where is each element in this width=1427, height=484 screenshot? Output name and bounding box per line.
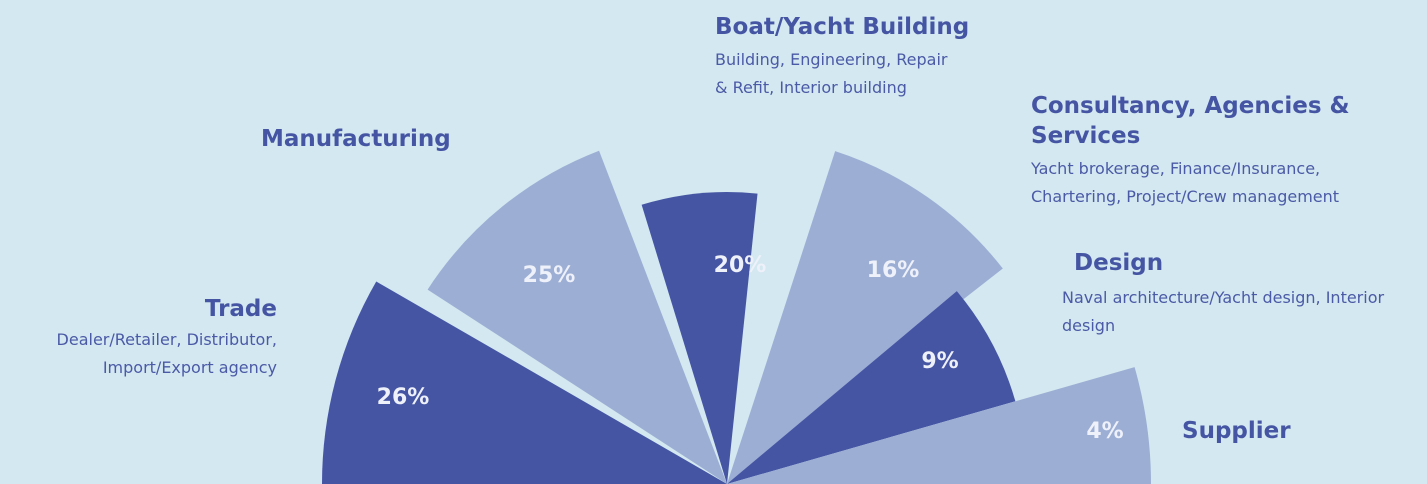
category-label-block: Trade Dealer/Retailer, Distributor, Impor…	[0, 294, 277, 382]
category-name: Trade	[204, 296, 277, 322]
category-label-block: Boat/Yacht Building Building, Engineering…	[715, 12, 985, 102]
category-name: Design	[1074, 250, 1164, 276]
sector	[322, 281, 727, 484]
sector	[727, 291, 1016, 484]
value-label: 25%	[523, 263, 576, 288]
category-description: Building, Engineering, Repair & Refit, I…	[715, 50, 948, 97]
value-label: 4%	[1086, 419, 1123, 444]
category-label-block: Manufacturing	[261, 124, 521, 154]
category-name: Manufacturing	[261, 126, 451, 152]
value-label: 16%	[867, 258, 920, 283]
category-name: Consultancy, Agencies & Services	[1031, 93, 1350, 149]
category-description: Naval architecture/Yacht design, Interio…	[1062, 288, 1385, 335]
sector	[427, 150, 727, 484]
sector	[727, 151, 1003, 484]
category-label-block: Design Naval architecture/Yacht design, I…	[1062, 248, 1414, 340]
category-name: Boat/Yacht Building	[715, 14, 970, 40]
category-name: Supplier	[1182, 418, 1291, 444]
value-label: 26%	[377, 385, 430, 410]
category-description: Dealer/Retailer, Distributor, Import/Exp…	[56, 330, 277, 377]
value-label: 20%	[714, 253, 767, 278]
value-label: 9%	[921, 349, 958, 374]
sector	[727, 367, 1151, 484]
category-description: Yacht brokerage, Finance/Insurance, Char…	[1031, 159, 1340, 206]
sector	[641, 192, 758, 484]
category-label-block: Consultancy, Agencies & Services Yacht br…	[1031, 91, 1391, 211]
category-label-block: Supplier	[1182, 416, 1382, 446]
